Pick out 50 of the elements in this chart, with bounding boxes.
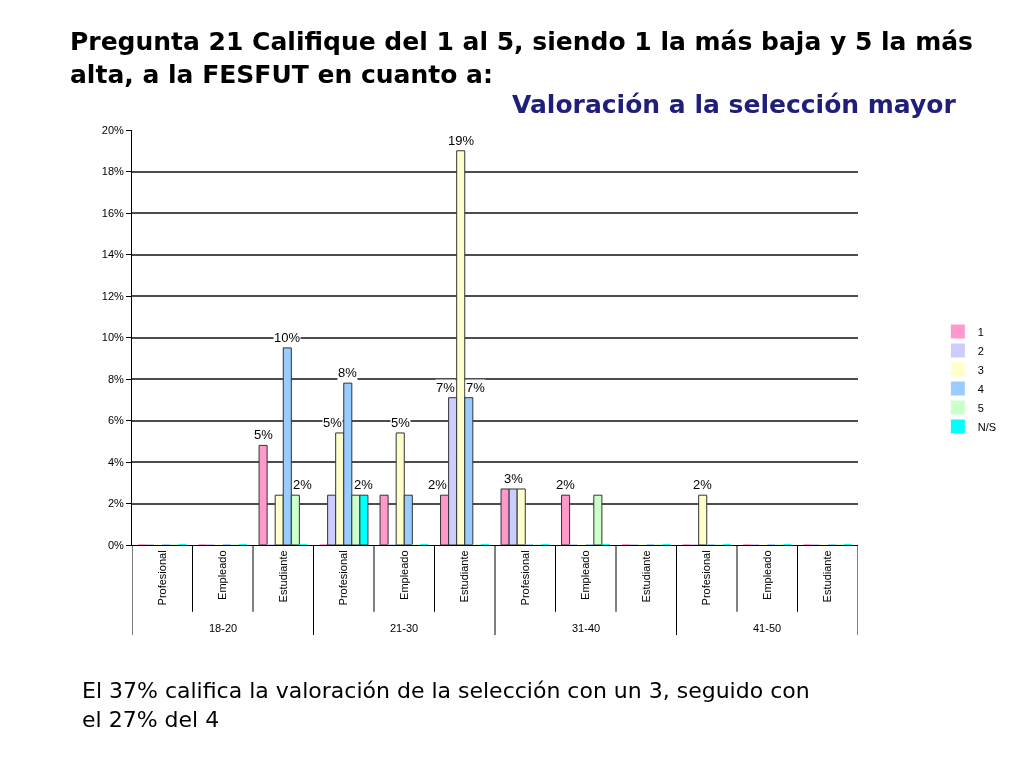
chart-subtitle: Valoración a la selección mayor	[512, 90, 957, 119]
x-tick-label: Estudiante	[639, 550, 652, 603]
data-label: 2%	[693, 477, 713, 492]
x-tick-label: Empleado	[216, 550, 229, 600]
x-tick-label: Empleado	[397, 550, 410, 600]
y-tick-label: 6%	[107, 414, 125, 427]
y-tick-label: 16%	[101, 206, 124, 219]
x-tick-label: Empleado	[760, 550, 773, 600]
data-label: 5%	[391, 415, 411, 430]
text: 21-30	[390, 622, 419, 634]
data-label: 19%	[448, 133, 475, 148]
x-tick-label: Profesional	[155, 550, 168, 606]
data-label: 10%	[274, 330, 301, 345]
x-tick-label: Estudiante	[276, 550, 289, 603]
y-tick-label: 12%	[101, 289, 124, 302]
data-label: 3%	[504, 471, 524, 486]
data-label: 2%	[556, 477, 576, 492]
x-tick-label: Profesional	[518, 550, 531, 606]
x-tick-label: Estudiante	[458, 550, 471, 603]
data-label: 2%	[428, 477, 448, 492]
y-tick-label: 4%	[107, 455, 125, 468]
y-tick-label: 8%	[107, 372, 125, 385]
text: 31-40	[572, 622, 601, 634]
x-tick-label: Profesional	[337, 550, 350, 606]
x-tick-label: Empleado	[579, 550, 592, 600]
legend-label: 5	[977, 401, 984, 414]
legend-label: 4	[977, 382, 984, 395]
y-tick-label: 10%	[101, 331, 124, 344]
data-label: 2%	[293, 477, 313, 492]
text: El 37% califica la valoración de la selección con un 3, seguido con el 27% del 4	[82, 678, 810, 732]
text: 41-50	[753, 622, 782, 634]
data-label: 2%	[354, 477, 374, 492]
y-tick-label: 0%	[107, 538, 125, 551]
y-tick-label: 2%	[107, 497, 125, 510]
y-tick-label: 20%	[101, 123, 124, 136]
data-label: 7%	[436, 380, 456, 395]
x-tick-label: Profesional	[700, 550, 713, 606]
y-tick-label: 18%	[101, 165, 124, 178]
legend-label: 1	[977, 325, 984, 338]
y-tick-label: 14%	[101, 248, 124, 261]
legend-label: 3	[977, 363, 984, 376]
legend-label: 2	[977, 344, 984, 357]
data-label: 5%	[254, 427, 274, 442]
text: 18-20	[209, 622, 238, 634]
data-label: 7%	[466, 380, 486, 395]
legend-label: N/S	[977, 420, 997, 433]
data-label: 8%	[338, 365, 358, 380]
x-tick-label: Estudiante	[821, 550, 834, 603]
chart-title: Pregunta 21 Califique del 1 al 5, siendo 1 la más baja y 5 la más alta, a la FESFUT en cuanto a:	[70, 27, 973, 89]
data-label: 5%	[323, 415, 343, 430]
